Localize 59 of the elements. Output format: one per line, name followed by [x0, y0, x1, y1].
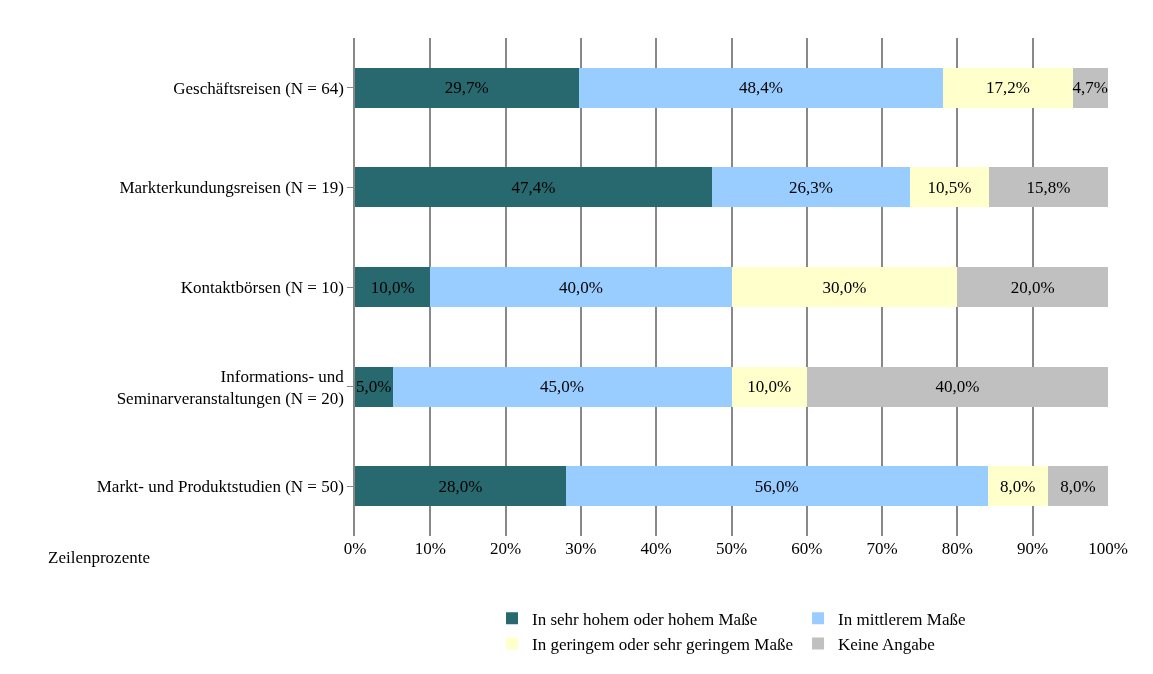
data-label: 40,0% [935, 377, 980, 397]
x-tick-label: 0% [343, 539, 367, 558]
bar [355, 466, 566, 507]
data-label: 20,0% [1010, 277, 1055, 297]
legend-label: In sehr hohem oder hohem Maße [532, 609, 758, 629]
data-label: 15,8% [1026, 177, 1071, 197]
data-label: 17,2% [985, 78, 1030, 98]
x-tick-label: 70% [866, 539, 898, 558]
bar [957, 267, 1108, 307]
x-tick-label: 20% [490, 539, 522, 558]
bar [565, 466, 988, 507]
bar [943, 67, 1073, 108]
data-label: 26,3% [788, 177, 833, 197]
data-label: 5,0% [356, 377, 392, 397]
data-label: 47,4% [511, 177, 556, 197]
bar [430, 267, 732, 307]
data-label: 48,4% [738, 78, 783, 98]
data-label: 29,7% [444, 78, 489, 98]
x-tick-label: 80% [941, 539, 973, 558]
bar [731, 267, 958, 307]
data-label: 45,0% [540, 377, 585, 397]
x-tick-label: 60% [791, 539, 823, 558]
legend-label: In mittlerem Maße [838, 609, 966, 629]
data-label: 10,0% [747, 377, 792, 397]
x-tick-label: 100% [1088, 539, 1128, 558]
data-label: 4,7% [1072, 78, 1109, 98]
x-tick-label: 30% [565, 539, 597, 558]
y-tick-label: Markt- und Produktstudien (N = 50) [96, 477, 344, 497]
bar [355, 67, 579, 108]
bar [1047, 466, 1108, 507]
bar [731, 366, 807, 407]
y-tick-label: Markterkundungsreisen (N = 19) [119, 178, 344, 198]
data-label: 10,0% [370, 277, 415, 297]
bar [355, 267, 431, 307]
bar [392, 366, 732, 407]
x-tick-label: 50% [715, 539, 748, 558]
bar [987, 466, 1048, 507]
data-label: 8,0% [999, 476, 1036, 496]
data-label: 56,0% [754, 476, 799, 496]
data-label: 30,0% [822, 277, 867, 297]
x-tick-label: 10% [414, 539, 446, 558]
data-label: 8,0% [1060, 476, 1096, 496]
y-tick-label: Geschäftsreisen (N = 64) [173, 78, 344, 98]
text: Zeilenprozente [48, 548, 150, 567]
data-label: 40,0% [558, 277, 603, 297]
bar [578, 67, 944, 108]
bar [989, 167, 1108, 208]
x-tick-label: 90% [1017, 539, 1049, 558]
legend-label: Keine Angabe [838, 635, 935, 655]
legend-label: In geringem oder sehr geringem Maße [532, 635, 794, 655]
bar [909, 167, 990, 208]
data-label: 28,0% [438, 476, 483, 496]
x-tick-label: 40% [640, 539, 672, 558]
y-tick-label: Kontaktbörsen (N = 10) [180, 277, 344, 297]
bar [711, 167, 910, 208]
data-label: 10,5% [927, 177, 972, 197]
bar [355, 167, 712, 208]
bar [806, 366, 1108, 407]
y-tick-label: Informations- und Seminarveranstaltungen (N = 20) [116, 366, 345, 408]
